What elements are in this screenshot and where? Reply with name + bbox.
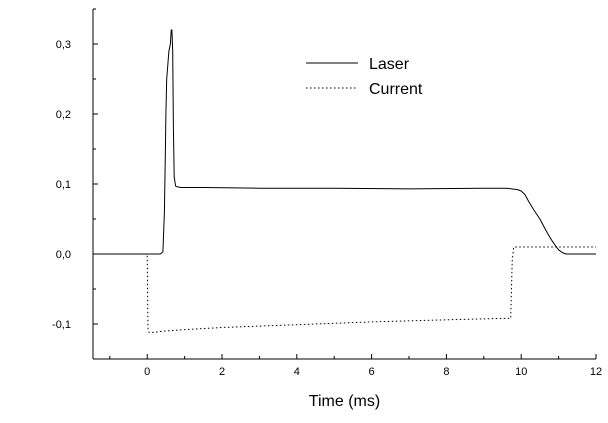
y-tick-label: 0,1 (56, 179, 71, 191)
y-tick-label: 0,2 (56, 109, 71, 121)
series-line-current (93, 246, 596, 333)
legend-label-laser: Laser (369, 56, 410, 73)
legend-label-current: Current (369, 81, 423, 98)
y-tick-label: 0,3 (56, 39, 71, 51)
x-tick-label: 4 (294, 366, 300, 378)
y-tick-label: -0,1 (52, 319, 71, 331)
x-axis-title: Time (ms) (309, 393, 380, 410)
x-tick-label: 12 (590, 366, 602, 378)
series-line-laser (93, 29, 596, 255)
y-tick-label: 0,0 (56, 249, 71, 261)
x-tick-label: 8 (443, 366, 449, 378)
axes: 0 2 4 6 8 10 12 -0,1 0,0 0,1 0,2 0,3 (52, 8, 602, 378)
x-tick-label: 0 (144, 366, 150, 378)
x-tick-label: 2 (219, 366, 225, 378)
x-tick-label: 10 (515, 366, 527, 378)
legend: Laser Current (306, 56, 423, 98)
series-layer (93, 29, 596, 333)
x-tick-label: 6 (369, 366, 375, 378)
